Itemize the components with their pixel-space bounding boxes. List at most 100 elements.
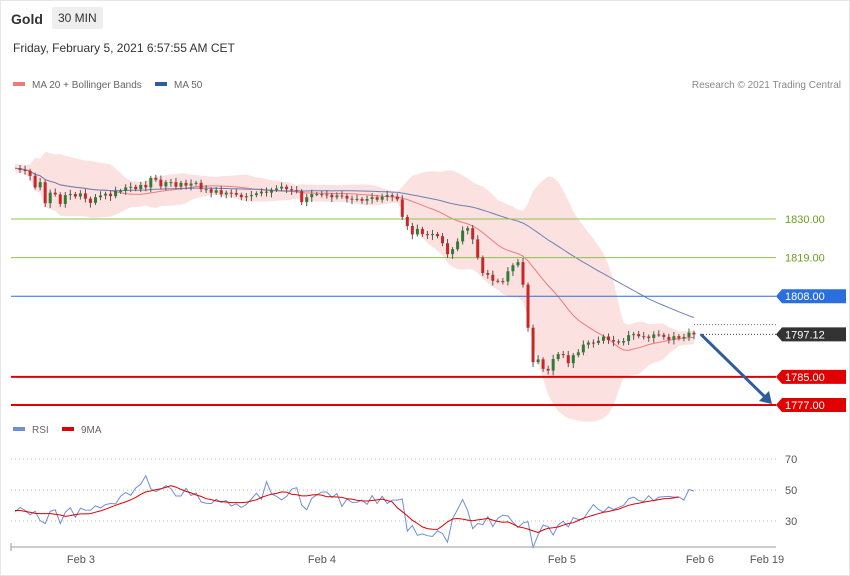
x-tick-label: Feb 6 [686,554,714,566]
candle-body [667,336,671,340]
candle-body [571,355,575,364]
candle-body [320,194,324,196]
candle-body [420,228,424,235]
candle-body [395,196,399,200]
candle-body [325,194,329,196]
legend-9ma-label: 9MA [81,425,102,436]
candle-body [335,195,339,198]
candle-body [219,190,223,195]
candle-body [340,195,344,197]
rsi-swatch [13,427,25,432]
interval-button[interactable]: 30 MIN [52,7,103,29]
candle-body [83,193,87,199]
candle-body [576,352,580,356]
candle-body [491,274,495,281]
candle-body [169,182,173,184]
candle-body [73,194,77,197]
candle-body [516,262,520,266]
level-label-1777.00: 1777.00 [785,400,825,412]
candle-body [415,228,419,235]
candle-body [93,197,97,203]
forecast-arrow-head [759,391,772,404]
level-label-1830.00: 1830.00 [785,214,825,226]
candle-body [330,194,334,198]
candle-body [124,187,128,191]
candle-body [234,193,238,195]
legend-rsi-label: RSI [32,425,49,436]
candle-body [521,262,525,285]
candle-body [446,243,450,255]
candle-body [425,234,429,236]
ma50-line [14,167,695,319]
candle-body [466,228,470,231]
candle-body [435,234,439,237]
candle-body [345,195,349,199]
level-tag-1785.00 [776,369,846,384]
legend-ma50-label: MA 50 [174,80,203,91]
candle-body [506,271,510,282]
copyright: Research © 2021 Trading Central [691,80,841,91]
candle-body [632,334,636,336]
candle-body [601,336,605,341]
candle-body [456,241,460,250]
moving-averages [14,167,695,351]
candle-body [270,189,274,193]
candle-body [581,344,585,353]
candle-body [476,239,480,258]
candle-body [194,182,198,184]
candle-body [229,192,233,194]
candle-body [63,195,67,204]
legend-ma50: MA 50 [155,80,202,91]
legend-9ma: 9MA [62,425,102,436]
candle-body [48,192,52,204]
candle-body [88,198,92,203]
candle-body [531,327,535,363]
rsi-ma-line [15,485,679,534]
candle-body [68,194,72,196]
candle-body [365,198,369,201]
rsi-line [14,474,695,550]
x-tick-label: Feb 4 [308,554,336,566]
rsi-panel: 30 50 70 [11,454,797,550]
time-axis: Feb 3 Feb 4 Feb 5 Feb 6 Feb 19 [10,543,784,566]
candle-body [596,340,600,343]
candle-body [204,189,208,191]
candle-body [682,336,686,339]
candle-body [617,341,621,343]
candle-body [209,189,213,193]
candle-body [119,190,123,192]
candle-body [134,186,138,190]
candle-body [149,177,153,188]
candle-body [259,191,263,194]
candle-body [18,168,22,170]
legend-ma20: MA 20 + Bollinger Bands [13,80,142,91]
candle-body [290,189,294,191]
candle-body [214,190,218,193]
candle-body [179,182,183,187]
candle-body [606,336,610,341]
rsi-tick-30: 30 [785,516,797,528]
candle-body [622,341,626,343]
level-label-1808.00: 1808.00 [785,291,825,303]
candle-body [471,228,475,240]
candle-body [637,334,641,337]
candle-body [244,196,248,198]
candle-body [370,197,374,199]
candles [18,164,696,376]
rsi-tick-70: 70 [785,454,797,466]
candle-body [315,194,319,196]
candle-body [249,195,253,197]
candle-body [264,191,268,193]
candle-body [390,195,394,197]
candle-body [561,354,565,356]
candle-body [410,226,414,235]
instrument-title: Gold [11,11,43,27]
candle-body [154,177,158,180]
candle-body [586,342,590,345]
candle-body [375,197,379,200]
candle-body [551,359,555,371]
candle-body [109,193,113,197]
candle-body [657,334,661,336]
candle-body [355,198,359,200]
candle-body [43,182,47,204]
